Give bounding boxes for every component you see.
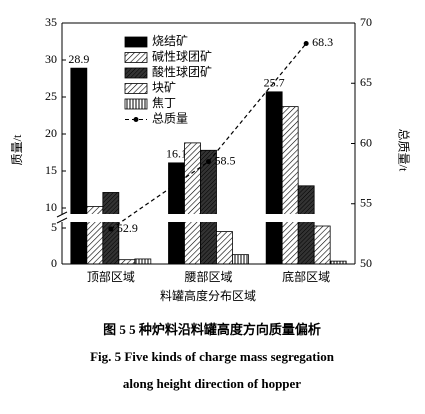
- point: [303, 40, 309, 46]
- value-label: 52.9: [117, 221, 138, 235]
- y2-axis-label: 总质量/t: [396, 129, 410, 172]
- y2-tick-label: 65: [360, 75, 372, 89]
- bar: [184, 142, 201, 265]
- legend-label: 焦丁: [152, 96, 176, 110]
- legend-swatch: [124, 52, 148, 63]
- x-axis-label: 料罐高度分布区域: [160, 288, 256, 303]
- y-tick-label: 35: [45, 15, 57, 29]
- y-tick-label: 15: [45, 163, 57, 177]
- y-tick-label: 25: [45, 89, 57, 103]
- value-label: 16.1: [166, 147, 187, 161]
- legend-label: 总质量: [152, 111, 188, 125]
- x-tick-label: 顶部区域: [87, 269, 135, 284]
- axis-break-mark: [56, 217, 68, 224]
- value-label: 68.3: [312, 35, 333, 49]
- legend-label: 碱性球团矿: [152, 49, 212, 63]
- y-axis-label: 质量/t: [10, 134, 24, 165]
- bar: [232, 254, 249, 265]
- bar: [281, 106, 299, 265]
- y-tick-label: 30: [45, 52, 57, 66]
- y2-tick-label: 50: [360, 256, 372, 270]
- bar: [313, 225, 331, 265]
- legend-swatch: [124, 83, 148, 94]
- legend-marker: [133, 117, 139, 122]
- value-label: 28.9: [68, 52, 89, 66]
- line: [110, 43, 307, 230]
- legend-label: 烧结矿: [152, 34, 188, 48]
- bar: [134, 258, 152, 265]
- y2-tick-label: 60: [360, 135, 372, 149]
- value-label: 25.7: [264, 76, 285, 90]
- caption: Fig. 5 Five kinds of charge mass segrega…: [90, 349, 335, 364]
- y2-tick-label: 55: [360, 196, 372, 210]
- y-tick-label: 0: [51, 256, 57, 270]
- caption: along height direction of hopper: [123, 376, 301, 391]
- bar: [216, 231, 233, 265]
- legend-swatch: [124, 36, 148, 48]
- y2-tick-label: 70: [360, 15, 372, 29]
- bar: [118, 259, 136, 265]
- value-label: 58.5: [215, 153, 236, 167]
- y-tick-label: 20: [45, 126, 57, 140]
- legend-swatch: [124, 98, 148, 110]
- bar: [265, 91, 283, 265]
- point: [206, 159, 211, 165]
- bar: [297, 185, 315, 265]
- point: [108, 226, 114, 232]
- axis-break-mark: [56, 211, 68, 218]
- bar: [168, 162, 185, 265]
- bar: [200, 149, 217, 265]
- caption: 图 5 5 种炉料沿料罐高度方向质量偏析: [103, 322, 321, 337]
- axis-break: [56, 214, 361, 222]
- bar: [70, 67, 88, 265]
- legend-label: 块矿: [152, 80, 176, 94]
- x-tick-label: 腰部区域: [184, 269, 232, 284]
- legend-swatch: [124, 67, 148, 79]
- y-tick-label: 10: [45, 200, 57, 214]
- y-tick-label: 5: [51, 220, 57, 234]
- legend-label: 酸性球团矿: [152, 64, 212, 79]
- x-tick-label: 底部区域: [282, 269, 330, 284]
